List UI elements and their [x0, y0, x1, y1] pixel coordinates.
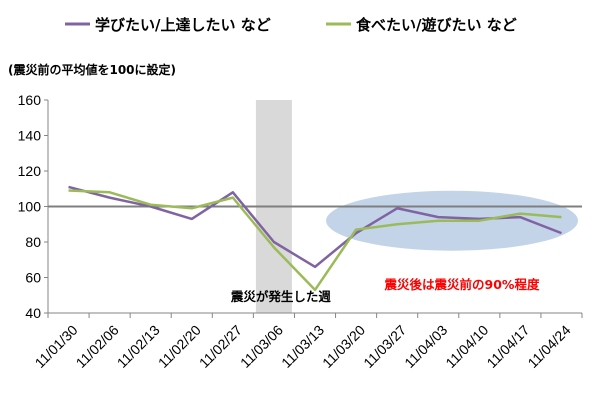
y-tick-label: 160	[18, 92, 42, 108]
y-tick-label: 140	[18, 128, 42, 144]
post-quake-label: 震災後は震災前の90%程度	[384, 277, 540, 292]
x-tick-label: 11/04/03	[401, 322, 450, 371]
series-lines	[48, 185, 582, 292]
x-tick-label: 11/02/06	[73, 322, 122, 371]
y-tick-label: 40	[25, 305, 41, 321]
series-line	[68, 185, 562, 269]
y-tick-label: 120	[18, 163, 42, 179]
x-tick-label: 11/02/20	[155, 322, 204, 371]
legend: 学びたい/上達したい など 食べたい/遊びたい など	[65, 16, 517, 34]
series-line	[68, 189, 562, 292]
x-tick-label: 11/01/30	[32, 322, 81, 371]
x-tick-label: 11/03/13	[278, 322, 327, 371]
y-tick-label: 100	[18, 199, 42, 215]
chart-note: (震災前の平均値を100に設定)	[8, 62, 176, 77]
x-tick-label: 11/03/20	[319, 322, 368, 371]
x-tick-label: 11/04/17	[483, 322, 532, 371]
x-tick-label: 11/02/27	[196, 322, 245, 371]
legend-label: 食べたい/遊びたい など	[356, 16, 517, 34]
y-tick-label: 80	[25, 234, 41, 250]
earthquake-week-label: 震災が発生した週	[230, 289, 332, 304]
y-tick-label: 60	[25, 270, 41, 286]
x-tick-label: 11/04/24	[524, 322, 573, 371]
x-tick-label: 11/04/10	[442, 322, 491, 371]
x-tick-label: 11/03/27	[360, 322, 409, 371]
legend-label: 学びたい/上達したい など	[95, 16, 271, 34]
x-tick-label: 11/03/06	[237, 322, 286, 371]
annotations: 震災が発生した週 震災後は震災前の90%程度	[230, 277, 540, 304]
x-tick-label: 11/02/13	[114, 322, 163, 371]
